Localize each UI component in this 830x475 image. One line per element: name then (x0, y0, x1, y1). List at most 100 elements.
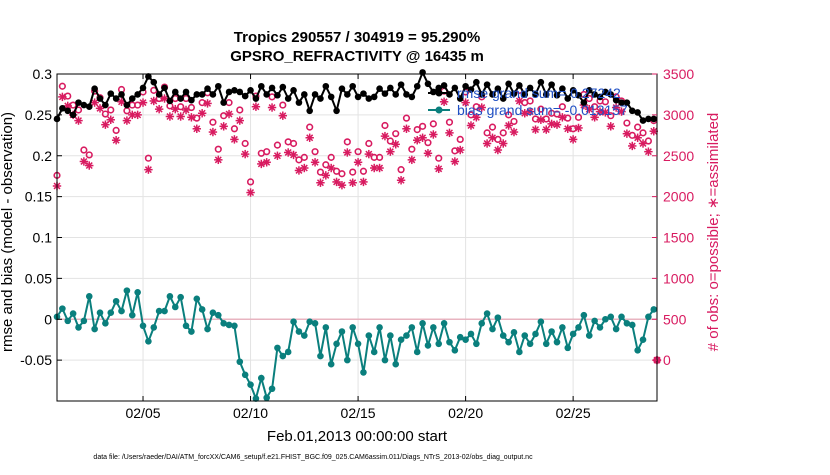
obs-assimilated-point (525, 107, 535, 116)
bias-point (612, 325, 620, 333)
bias-point (591, 317, 598, 325)
obs-possible-point (435, 154, 443, 162)
bias-point (284, 348, 292, 356)
rmse-point (258, 82, 265, 90)
rmse-point (182, 88, 190, 96)
obs-possible-point (322, 161, 330, 169)
rmse-point (75, 99, 82, 106)
obs-possible-point (230, 125, 239, 133)
bias-point (198, 306, 206, 313)
bias-point (123, 287, 131, 294)
rmse-point (645, 115, 652, 123)
obs-possible-point (80, 146, 88, 154)
bias-point (505, 338, 512, 346)
rmse-point (403, 91, 410, 98)
bias-point (322, 324, 330, 331)
rmse-point (198, 91, 206, 98)
bias-point (177, 293, 184, 301)
bias-point (354, 340, 362, 348)
rmse-point (451, 84, 459, 92)
obs-assimilated-point (488, 133, 497, 142)
rmse-point (392, 91, 400, 98)
bias-point (139, 322, 147, 330)
obs-possible-point (354, 148, 362, 156)
x-tick-label: 02/20 (448, 405, 483, 421)
bias-point (236, 358, 244, 366)
obs-assimilated-point (208, 127, 218, 137)
obs-assimilated-point (278, 111, 288, 120)
x-axis-label: Feb.01,2013 00:00:00 start (267, 428, 448, 445)
bias-point (333, 340, 340, 348)
obs-possible-point (418, 122, 427, 130)
obs-possible-point (574, 113, 583, 121)
bias-point (338, 328, 346, 335)
obs-assimilated-point (429, 130, 438, 139)
rmse-point (537, 78, 545, 86)
obs-assimilated-point (638, 139, 648, 148)
obs-assimilated-point (445, 128, 454, 138)
y-tick-label-right: 2500 (663, 148, 694, 164)
obs-assimilated-point (515, 96, 524, 106)
bias-point (381, 356, 389, 364)
obs-possible-point (268, 93, 276, 101)
x-tick-label: 02/10 (233, 405, 268, 421)
bias-point (295, 328, 303, 335)
obs-possible-point (402, 114, 411, 122)
obs-possible-point (349, 168, 357, 176)
obs-possible-point (526, 97, 534, 105)
rmse-point (365, 95, 373, 102)
obs-possible-point (144, 154, 152, 162)
bias-point (596, 324, 604, 331)
obs-possible-point (236, 106, 244, 114)
bias-point (301, 332, 308, 339)
bias-point (473, 340, 480, 348)
obs-assimilated-point (316, 178, 325, 187)
bias-point (440, 320, 448, 327)
bias-point (171, 303, 179, 311)
rmse-point (193, 91, 201, 98)
obs-assimilated-point (402, 124, 411, 133)
rmse-point (532, 91, 539, 98)
obs-assimilated-point (353, 158, 363, 167)
rmse-point (284, 95, 292, 102)
rmse-point (349, 82, 356, 90)
obs-possible-point (343, 138, 351, 146)
obs-assimilated-point (633, 133, 642, 142)
bias-point (209, 309, 217, 317)
rmse-point (85, 103, 93, 110)
obs-possible-point (537, 105, 545, 113)
obs-assimilated-point (386, 147, 395, 156)
rmse-line (56, 69, 654, 122)
rmse-point (241, 92, 249, 100)
obs-assimilated-point (585, 104, 594, 114)
obs-assimilated-point (149, 96, 158, 106)
obs-assimilated-point (622, 129, 632, 138)
obs-possible-point (639, 129, 647, 137)
obs-assimilated-point (563, 124, 572, 133)
bias-point (91, 325, 98, 333)
obs-possible-point (397, 166, 405, 174)
bias-point (489, 325, 496, 333)
obs-possible-point (241, 139, 249, 148)
bias-point (553, 338, 561, 346)
rmse-point (301, 91, 308, 98)
obs-assimilated-point (375, 163, 384, 173)
y-tick-label-left: 0.2 (33, 148, 53, 164)
rmse-point (462, 82, 469, 90)
rmse-point (607, 91, 615, 98)
obs-assimilated-point (364, 149, 374, 159)
legend-bias-marker (435, 106, 443, 114)
obs-assimilated-point (181, 105, 191, 115)
rmse-point (268, 84, 276, 92)
obs-assimilated-point (499, 139, 508, 148)
bias-point (85, 293, 93, 300)
bias-point (317, 352, 324, 360)
bias-point (580, 311, 588, 319)
obs-assimilated-point (111, 136, 121, 145)
obs-assimilated-point (95, 104, 105, 113)
rmse-point (317, 95, 324, 102)
obs-assimilated-point (617, 107, 626, 116)
bias-point (128, 311, 136, 319)
obs-possible-point (112, 126, 120, 135)
